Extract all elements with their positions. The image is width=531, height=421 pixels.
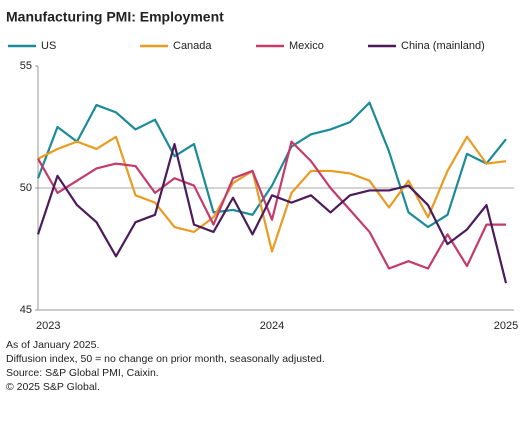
y-tick-label: 55	[20, 60, 32, 72]
x-tick-label: 2023	[36, 320, 60, 332]
legend-label: Mexico	[289, 40, 324, 52]
legend-label: China (mainland)	[401, 40, 485, 52]
note: As of January 2025.	[6, 339, 99, 351]
y-tick-label: 45	[20, 304, 32, 316]
series-line	[37, 135, 507, 253]
note: Diffusion index, 50 = no change on prior…	[6, 353, 325, 365]
legend-label: Canada	[173, 40, 212, 52]
legend: US Canada Mexico China (mainland)	[8, 40, 485, 52]
y-tick-label: 50	[20, 182, 32, 194]
series-line	[37, 140, 506, 270]
x-tick-label: 2024	[260, 320, 284, 332]
note: Source: S&P Global PMI, Caixin.	[6, 367, 159, 379]
chart-title: Manufacturing PMI: Employment	[6, 9, 224, 25]
x-tick-label: 2025	[494, 320, 518, 332]
series-line	[36, 101, 507, 229]
note: © 2025 S&P Global.	[6, 381, 100, 393]
legend-label: US	[41, 40, 56, 52]
series-line	[36, 142, 508, 284]
